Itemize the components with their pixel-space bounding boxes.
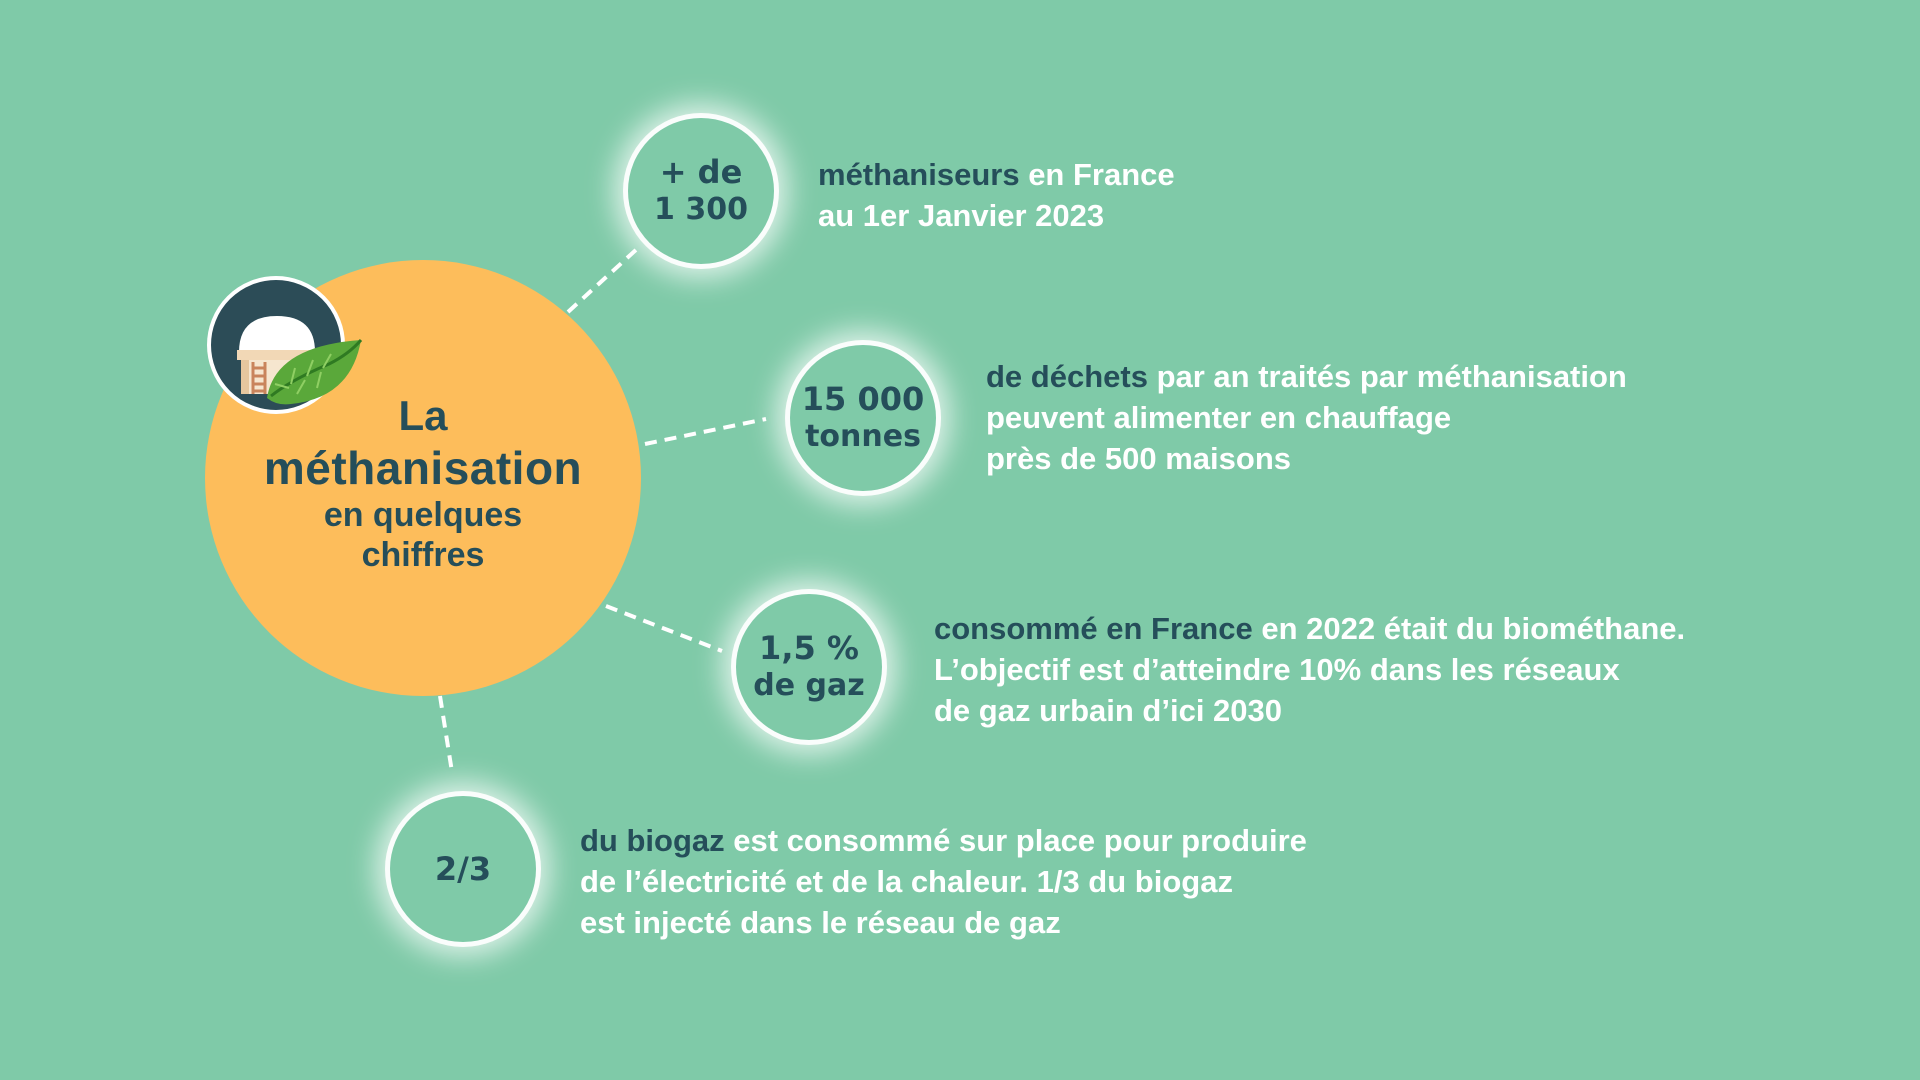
description-line: de gaz urbain d’ici 2030 [934,690,1685,731]
stat-description-gaz: consommé en France en 2022 était du biom… [934,608,1685,731]
description-line: de l’électricité et de la chaleur. 1/3 d… [580,861,1307,902]
description-highlight: de déchets [986,359,1148,394]
description-text: en France [1019,157,1175,192]
title-circle: La méthanisation en quelques chiffres [205,260,641,696]
description-highlight: méthaniseurs [818,157,1020,192]
description-line: au 1er Janvier 2023 [818,195,1175,236]
methanizer-leaf-icon [207,276,363,414]
description-highlight: consommé en France [934,611,1253,646]
description-line: L’objectif est d’atteindre 10% dans les … [934,649,1685,690]
description-text: au 1er Janvier 2023 [818,198,1105,233]
description-text: en 2022 était du biométhane. [1252,611,1686,646]
description-text: près de 500 maisons [986,441,1291,476]
stat-circle-tonnes: 15 000 tonnes [790,345,936,491]
connector-stat-4 [438,695,454,773]
connector-stat-1 [566,246,640,314]
title-line-2: méthanisation [263,442,583,494]
stat-description-biogaz: du biogaz est consommé sur place pour pr… [580,820,1307,943]
description-line: consommé en France en 2022 était du biom… [934,608,1685,649]
description-line: méthaniseurs en France [818,154,1175,195]
title-line-3: en quelques [323,496,523,534]
description-text: est injecté dans le réseau de gaz [580,905,1061,940]
title-line-1: La [398,392,448,439]
description-line: est injecté dans le réseau de gaz [580,902,1307,943]
stat-circle-biogaz: 2/3 [390,796,536,942]
description-line: du biogaz est consommé sur place pour pr… [580,820,1307,861]
description-highlight: du biogaz [580,823,725,858]
connector-stat-2 [644,417,767,446]
description-text: est consommé sur place pour produire [724,823,1307,858]
connector-stat-3 [605,604,723,653]
title-line-4: chiffres [361,536,485,574]
stat-value-line-2: de gaz [753,668,865,703]
description-text: peuvent alimenter en chauffage [986,400,1452,435]
description-text: L’objectif est d’atteindre 10% dans les … [934,652,1620,687]
stat-value-line-1: + de [659,153,743,191]
stat-value-line-2: 1 300 [654,192,748,227]
description-line: peuvent alimenter en chauffage [986,397,1627,438]
stat-value-line-2: tonnes [805,419,921,454]
stat-value-line-1: 1,5 % [759,629,859,667]
description-line: près de 500 maisons [986,438,1627,479]
stat-circle-methaniseurs: + de 1 300 [628,118,774,264]
description-text: de gaz urbain d’ici 2030 [934,693,1283,728]
description-text: par an traités par méthanisation [1147,359,1627,394]
stat-description-methaniseurs: méthaniseurs en France au 1er Janvier 20… [818,154,1175,236]
stat-circle-gaz: 1,5 % de gaz [736,594,882,740]
stat-value-line-1: 2/3 [434,850,492,888]
description-text: de l’électricité et de la chaleur. 1/3 d… [580,864,1233,899]
stat-description-tonnes: de déchets par an traités par méthanisat… [986,356,1627,479]
description-line: de déchets par an traités par méthanisat… [986,356,1627,397]
stat-value-line-1: 15 000 [801,380,925,418]
